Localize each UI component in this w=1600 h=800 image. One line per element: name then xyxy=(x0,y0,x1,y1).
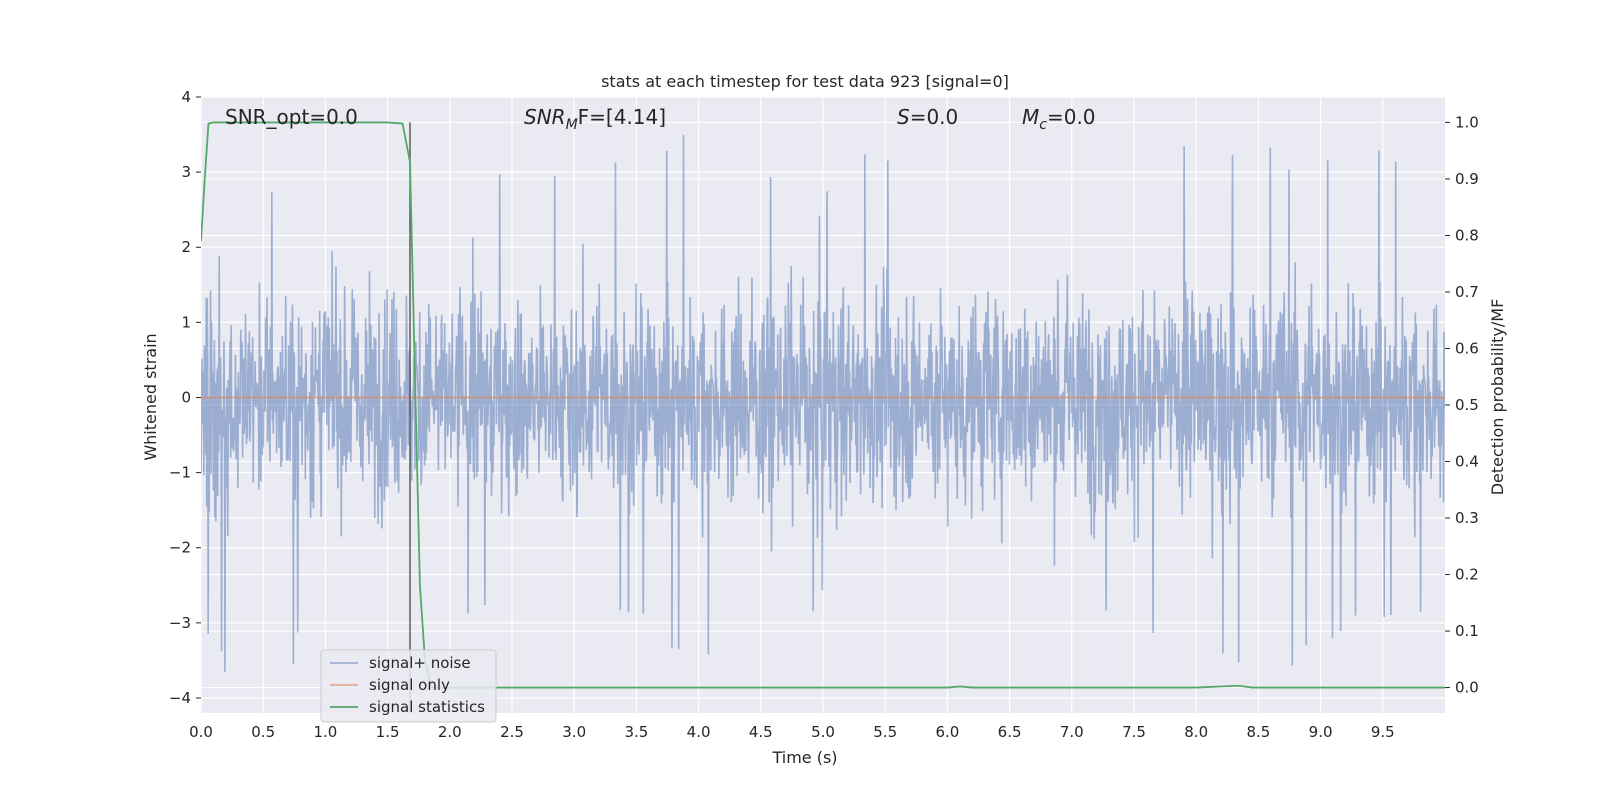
y-tick-label-right: 0.4 xyxy=(1455,453,1479,471)
x-tick-label: 8.5 xyxy=(1246,723,1270,741)
y-tick-label-right: 0.7 xyxy=(1455,283,1479,301)
y-tick-label-left: 4 xyxy=(181,88,191,106)
x-tick-label: 1.5 xyxy=(376,723,400,741)
legend-label-noise: signal+ noise xyxy=(369,654,471,672)
y-tick-label-left: 2 xyxy=(181,238,191,256)
x-tick-label: 6.0 xyxy=(935,723,959,741)
axes-layer: 0.0 0.5 1.0 1.5 2.0 2.5 3.0 3.5 4.0 4.5 5.0 5.5 6.0 6… xyxy=(169,88,1479,741)
x-tick-label: 2.0 xyxy=(438,723,462,741)
y-tick-label-right: 0.1 xyxy=(1455,622,1479,640)
y-tick-label-right: 0.8 xyxy=(1455,226,1479,244)
x-tick-label: 3.5 xyxy=(624,723,648,741)
y-tick-label-left: −3 xyxy=(169,614,191,632)
y-tick-label-right: 0.2 xyxy=(1455,566,1479,584)
legend: signal+ noise signal only signal statist… xyxy=(320,649,497,723)
y-tick-label-left: −1 xyxy=(169,464,191,482)
y-tick-label-right: 0.0 xyxy=(1455,679,1479,697)
legend-box xyxy=(320,649,497,723)
series-signal-noise xyxy=(201,134,1445,672)
x-tick-label: 9.5 xyxy=(1371,723,1395,741)
x-tick-label: 4.5 xyxy=(749,723,773,741)
x-tick-label: 0.5 xyxy=(251,723,275,741)
x-tick-label: 7.5 xyxy=(1122,723,1146,741)
x-tick-label: 4.0 xyxy=(687,723,711,741)
annotation-snr-mf: SNRMF=[4.14] xyxy=(524,105,666,133)
x-tick-label: 1.0 xyxy=(313,723,337,741)
x-tick-label: 5.5 xyxy=(873,723,897,741)
legend-label-signal: signal only xyxy=(369,676,450,694)
x-axis-label: Time (s) xyxy=(771,748,837,767)
y-tick-label-right: 0.3 xyxy=(1455,509,1479,527)
x-tick-label: 6.5 xyxy=(998,723,1022,741)
y-tick-label-left: −4 xyxy=(169,689,191,707)
annotation-s: S=0.0 xyxy=(897,105,958,129)
y-axis-label-left: Whitened strain xyxy=(141,333,160,460)
x-tick-label: 2.5 xyxy=(500,723,524,741)
x-tick-label: 9.0 xyxy=(1309,723,1333,741)
y-tick-label-left: 3 xyxy=(181,163,191,181)
y-tick-label-right: 0.9 xyxy=(1455,170,1479,188)
y-axis-label-right: Detection probability/MF xyxy=(1488,299,1507,496)
y-tick-label-left: −2 xyxy=(169,539,191,557)
y-tick-label-right: 0.5 xyxy=(1455,396,1479,414)
legend-label-statistics: signal statistics xyxy=(369,698,485,716)
y-tick-label-left: 0 xyxy=(181,388,191,406)
y-tick-label-right: 0.6 xyxy=(1455,339,1479,357)
x-tick-label: 8.0 xyxy=(1184,723,1208,741)
x-tick-label: 0.0 xyxy=(189,723,213,741)
x-tick-label: 5.0 xyxy=(811,723,835,741)
chart-title: stats at each timestep for test data 923… xyxy=(601,72,1009,91)
y-tick-label-right: 1.0 xyxy=(1455,113,1479,131)
x-tick-label: 7.0 xyxy=(1060,723,1084,741)
x-tick-label: 3.0 xyxy=(562,723,586,741)
annotation-snr-opt: SNR_opt=0.0 xyxy=(225,105,358,129)
annotation-mc: Mc=0.0 xyxy=(1022,105,1096,133)
y-tick-label-left: 1 xyxy=(181,313,191,331)
